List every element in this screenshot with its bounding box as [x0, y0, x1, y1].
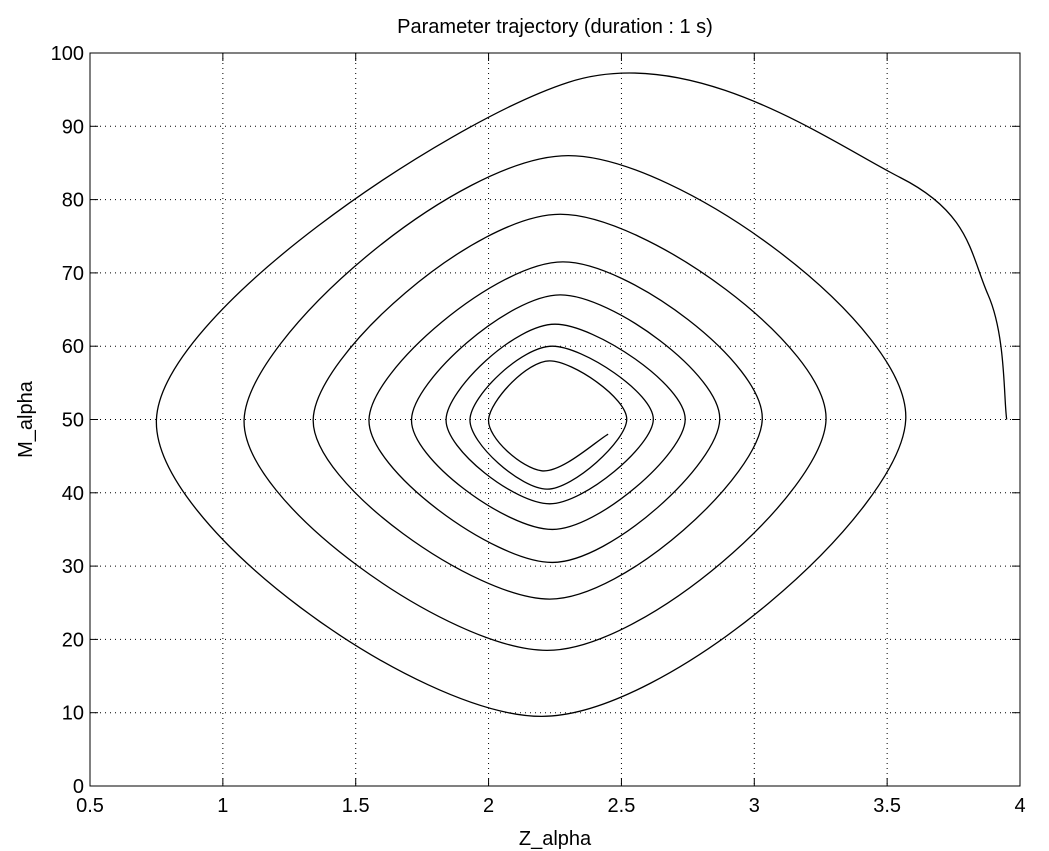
y-axis-label: M_alpha — [15, 380, 37, 458]
tick-marks — [89, 52, 1021, 787]
x-tick-label: 0.5 — [76, 795, 104, 817]
x-tick-label: 1 — [217, 795, 228, 817]
x-axis-label: Z_alpha — [519, 828, 592, 850]
x-tick-label: 2 — [483, 795, 494, 817]
y-tick-label: 0 — [73, 776, 84, 798]
y-tick-label: 100 — [51, 43, 84, 65]
grid — [90, 53, 1020, 786]
x-tick-label: 2.5 — [608, 795, 636, 817]
x-tick-label: 3 — [749, 795, 760, 817]
chart-title: Parameter trajectory (duration : 1 s) — [397, 16, 713, 38]
y-tick-label: 60 — [62, 336, 84, 358]
series-layer — [155, 72, 1008, 718]
y-tick-label: 80 — [62, 190, 84, 212]
x-tick-labels: 0.5 1 1.5 2 2.5 3 3.5 4 — [76, 795, 1025, 817]
y-tick-label: 40 — [62, 483, 84, 505]
y-tick-label: 20 — [62, 629, 84, 651]
y-tick-label: 50 — [62, 410, 84, 432]
x-tick-label: 3.5 — [873, 795, 901, 817]
x-tick-label: 4 — [1014, 795, 1025, 817]
x-tick-label: 1.5 — [342, 795, 370, 817]
y-tick-labels: 0 10 20 30 40 50 60 70 80 90 100 — [51, 43, 84, 798]
y-tick-label: 70 — [62, 263, 84, 285]
series-line-0 — [155, 72, 1008, 718]
y-tick-label: 10 — [62, 703, 84, 725]
y-tick-label: 90 — [62, 116, 84, 138]
y-tick-label: 30 — [62, 556, 84, 578]
